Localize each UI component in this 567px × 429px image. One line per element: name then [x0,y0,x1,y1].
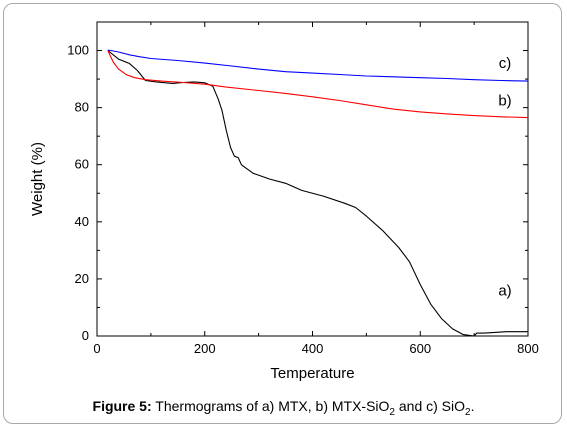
series-line-2 [107,50,529,119]
x-tick-label: 0 [93,341,100,356]
y-tick-label: 20 [75,271,89,286]
series-line-3 [107,49,529,82]
plot-border [96,21,529,337]
figure-frame [3,3,562,424]
y-tick-label: 40 [75,214,89,229]
plot-area: 0 200 400 600 800 0 20 40 60 80 100 a) b) c) [67,21,539,356]
series-layer [107,49,529,337]
caption-text-2: and c) SiO [394,398,466,414]
caption-text-1: Thermograms of a) MTX, b) MTX-SiO [151,398,390,414]
x-tick-label: 200 [194,341,216,356]
figure-caption: Figure 5: Thermograms of a) MTX, b) MTX-… [0,398,567,418]
series-labels: a) b) c) [498,55,511,300]
ticks: 0 200 400 600 800 0 20 40 60 80 100 [67,22,539,356]
y-tick-label: 100 [67,43,89,58]
y-tick-label: 80 [75,100,89,115]
caption-sub-1: 2 [389,406,395,418]
y-axis-title: Weight (%) [29,142,46,216]
x-axis-title: Temperature [270,365,354,382]
y-tick-label: 0 [82,328,89,343]
series-label-1: a) [498,283,511,300]
caption-sub-2: 2 [465,406,471,418]
x-tick-label: 800 [517,341,539,356]
series-label-2: b) [498,93,511,110]
series-line-1 [107,50,528,337]
series-label-3: c) [499,55,512,72]
caption-text-3: . [470,398,475,414]
caption-label: Figure 5: [92,398,152,414]
y-tick-label: 60 [75,157,89,172]
x-tick-label: 600 [409,341,431,356]
x-tick-label: 400 [302,341,324,356]
